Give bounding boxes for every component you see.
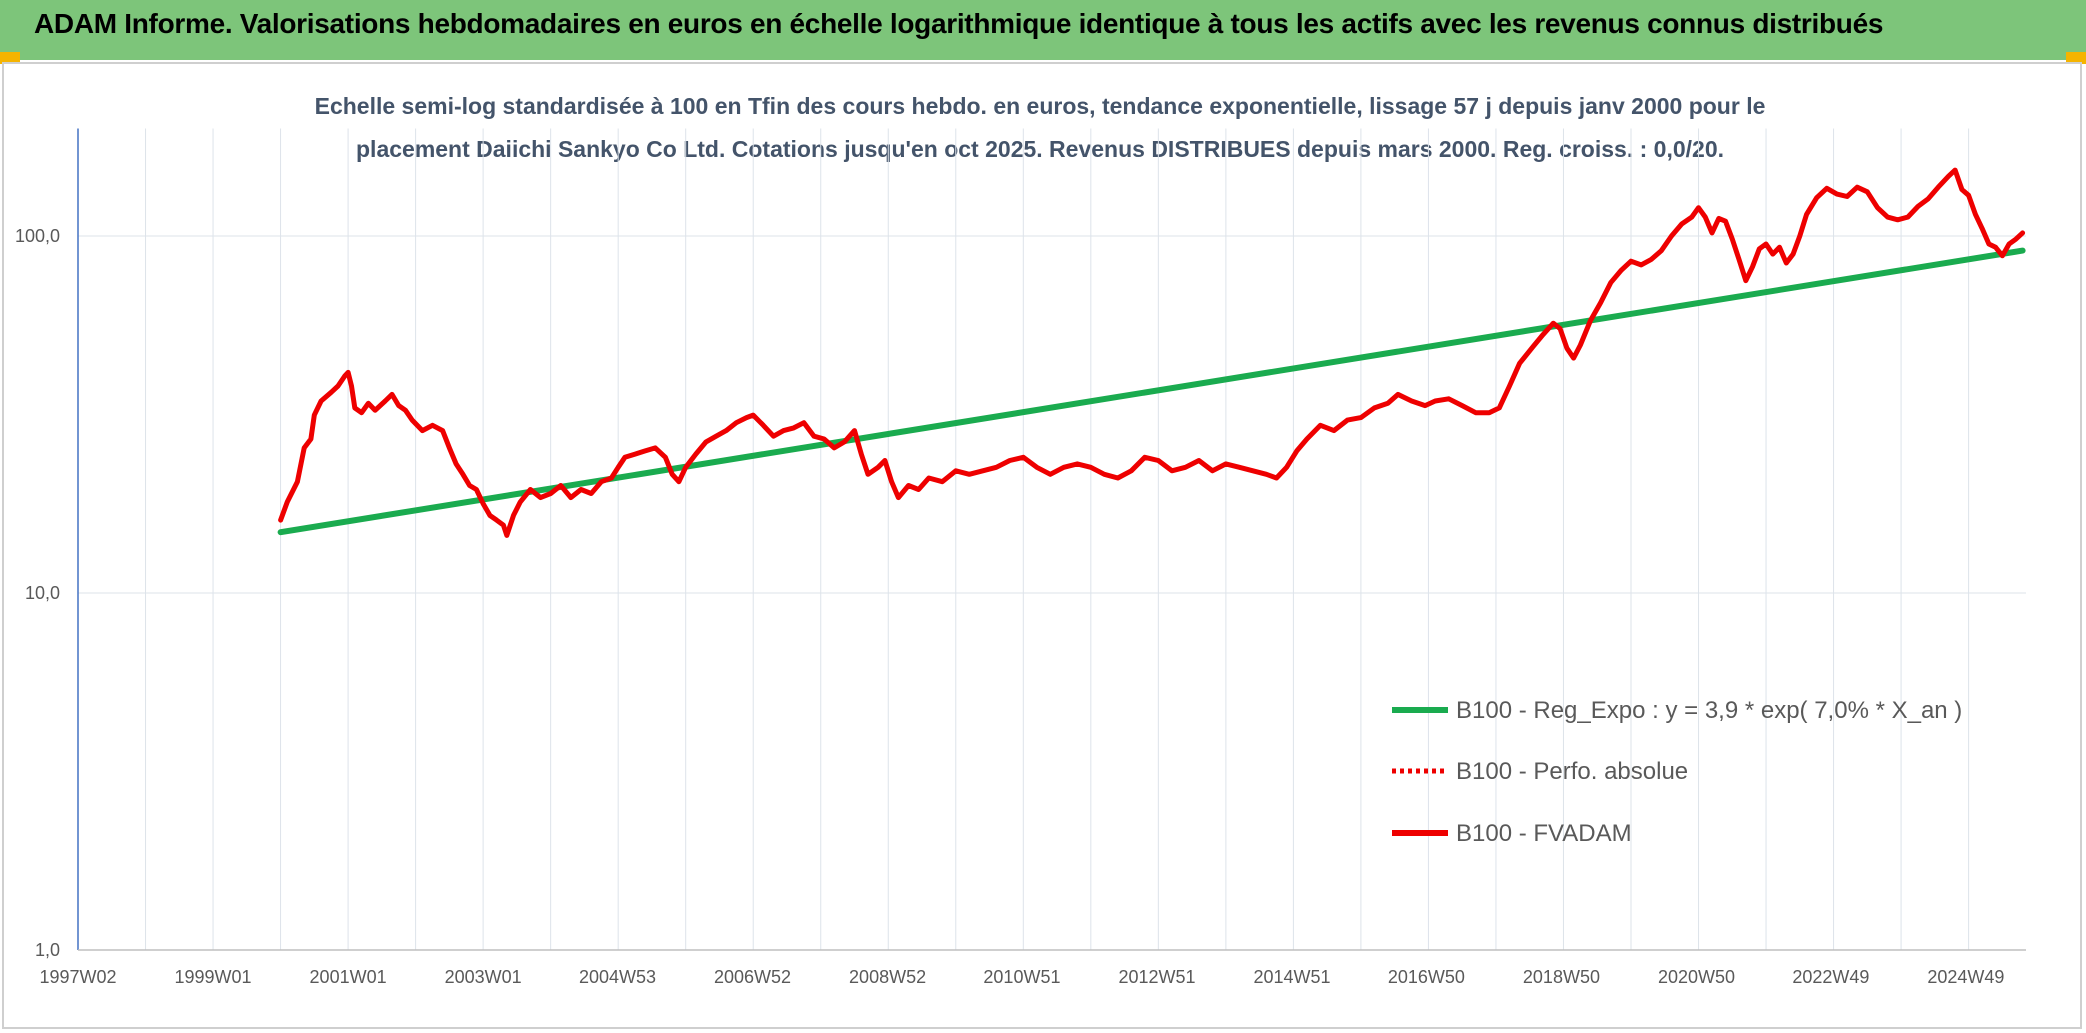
gridlines bbox=[77, 128, 2026, 951]
x-tick-label: 2006W52 bbox=[714, 967, 791, 987]
chart-subtitle-line-2: placement Daiichi Sankyo Co Ltd. Cotatio… bbox=[356, 136, 1724, 162]
x-tick-label: 2004W53 bbox=[579, 967, 656, 987]
y-tick-label: 100,0 bbox=[15, 226, 60, 246]
legend-label-fvadam: B100 - FVADAM bbox=[1456, 820, 1632, 847]
x-tick-label: 2018W50 bbox=[1523, 967, 1600, 987]
y-tick-label: 1,0 bbox=[35, 940, 60, 960]
x-tick-label: 1997W02 bbox=[39, 967, 116, 987]
series-line-regression bbox=[277, 247, 2026, 536]
x-tick-label: 2020W50 bbox=[1658, 967, 1735, 987]
corner-marker-right bbox=[2066, 52, 2086, 64]
page-title: ADAM Informe. Valorisations hebdomadaire… bbox=[34, 8, 1884, 39]
x-tick-label: 1999W01 bbox=[175, 967, 252, 987]
x-tick-label: 2012W51 bbox=[1118, 967, 1195, 987]
x-tick-label: 2003W01 bbox=[445, 967, 522, 987]
x-tick-label: 2022W49 bbox=[1792, 967, 1869, 987]
legend-label-regression: B100 - Reg_Expo : y = 3,9 * exp( 7,0% * … bbox=[1456, 697, 1962, 724]
header-banner: ADAM Informe. Valorisations hebdomadaire… bbox=[0, 0, 2086, 60]
x-tick-label: 2010W51 bbox=[983, 967, 1060, 987]
series-layer bbox=[277, 167, 2026, 538]
corner-marker-left bbox=[0, 52, 20, 64]
x-tick-label: 2016W50 bbox=[1388, 967, 1465, 987]
legend-label-perfo: B100 - Perfo. absolue bbox=[1456, 758, 1688, 785]
chart-subtitle-line-1: Echelle semi-log standardisée à 100 en T… bbox=[315, 93, 1766, 119]
y-tick-label: 10,0 bbox=[25, 583, 60, 603]
x-tick-label: 2024W49 bbox=[1927, 967, 2004, 987]
axes: 1,0 10,0 100,0 1997W02 1999W01 2001W01 2003W01… bbox=[15, 128, 2026, 987]
legend: B100 - Reg_Expo : y = 3,9 * exp( 7,0% * … bbox=[1392, 697, 1962, 847]
chart-frame bbox=[2, 62, 2082, 1029]
x-tick-label: 2008W52 bbox=[849, 967, 926, 987]
series-line-fvadam bbox=[278, 167, 2026, 538]
x-tick-label: 2001W01 bbox=[310, 967, 387, 987]
x-tick-label: 2014W51 bbox=[1254, 967, 1331, 987]
